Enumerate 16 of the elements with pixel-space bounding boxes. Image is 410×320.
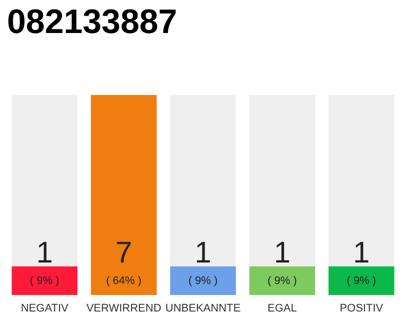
annotation: ( 9% ) [268,275,297,287]
x-tick-label: EGAL [268,302,297,314]
annotation: ( 64% ) [106,275,142,287]
x-tick-label: VERWIRREND [86,302,162,314]
annotation: ( 9% ) [346,275,376,287]
x-tick-label: POSITIV [340,302,384,314]
annotation: ( 9% ) [30,275,60,287]
data-label: 1 [353,236,370,270]
data-label: 1 [274,236,291,270]
data-label: 7 [115,236,132,270]
data-label: 1 [36,236,53,270]
annotation: ( 9% ) [188,275,218,287]
x-tick-label: UNBEKANNTE [165,302,241,314]
chart-title: 082133887 [7,3,178,41]
data-label: 1 [194,236,212,270]
x-tick-label: NEGATIV [20,302,69,314]
